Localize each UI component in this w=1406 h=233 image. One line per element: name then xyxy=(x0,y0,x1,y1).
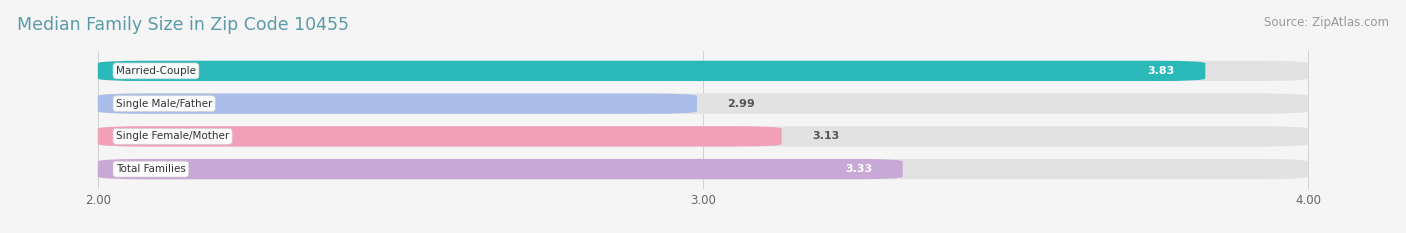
FancyBboxPatch shape xyxy=(98,93,1308,114)
Text: Single Female/Mother: Single Female/Mother xyxy=(115,131,229,141)
Text: 3.13: 3.13 xyxy=(811,131,839,141)
Text: Married-Couple: Married-Couple xyxy=(115,66,195,76)
FancyBboxPatch shape xyxy=(98,93,697,114)
Text: Single Male/Father: Single Male/Father xyxy=(115,99,212,109)
Text: Total Families: Total Families xyxy=(115,164,186,174)
Text: 2.99: 2.99 xyxy=(727,99,755,109)
Text: Median Family Size in Zip Code 10455: Median Family Size in Zip Code 10455 xyxy=(17,16,349,34)
Text: 3.33: 3.33 xyxy=(845,164,873,174)
FancyBboxPatch shape xyxy=(98,126,782,147)
Text: Source: ZipAtlas.com: Source: ZipAtlas.com xyxy=(1264,16,1389,29)
FancyBboxPatch shape xyxy=(98,61,1205,81)
Text: 3.83: 3.83 xyxy=(1147,66,1175,76)
FancyBboxPatch shape xyxy=(98,159,1308,179)
FancyBboxPatch shape xyxy=(98,159,903,179)
FancyBboxPatch shape xyxy=(98,126,1308,147)
FancyBboxPatch shape xyxy=(98,61,1308,81)
